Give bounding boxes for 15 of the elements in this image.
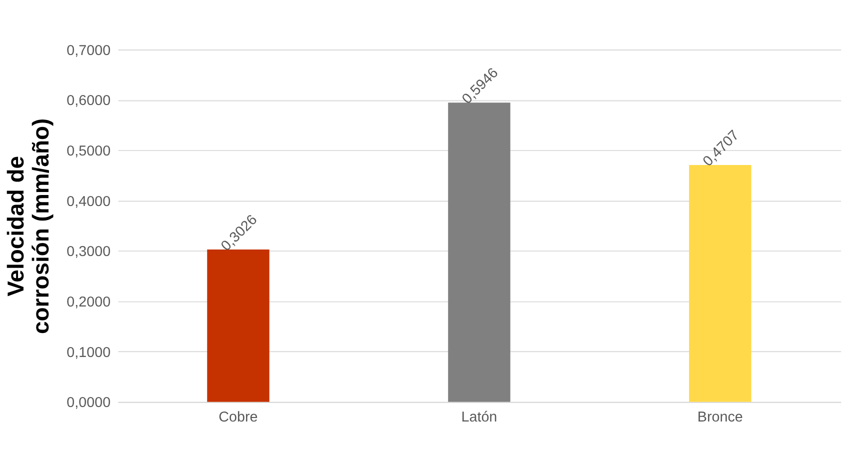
y-axis-title: Velocidad de corrosión (mm/año) bbox=[2, 118, 54, 334]
x-tick-label: Cobre bbox=[218, 410, 258, 426]
x-tick-label: Latón bbox=[461, 410, 498, 426]
x-tick-label: Bronce bbox=[697, 410, 743, 426]
y-tick-label: 0,0000 bbox=[66, 395, 111, 412]
y-tick-label: 0,4000 bbox=[66, 194, 111, 210]
y-tick-label: 0,3000 bbox=[66, 244, 111, 260]
y-tick-label: 0,1000 bbox=[66, 344, 111, 361]
y-tick-label: 0,5000 bbox=[66, 143, 111, 160]
y-tick-label: 0,7000 bbox=[66, 42, 111, 59]
bar bbox=[448, 102, 510, 402]
bar bbox=[689, 164, 752, 402]
y-tick-label: 0,6000 bbox=[66, 93, 111, 110]
bar bbox=[207, 250, 270, 402]
y-tick-label: 0,2000 bbox=[66, 294, 111, 310]
